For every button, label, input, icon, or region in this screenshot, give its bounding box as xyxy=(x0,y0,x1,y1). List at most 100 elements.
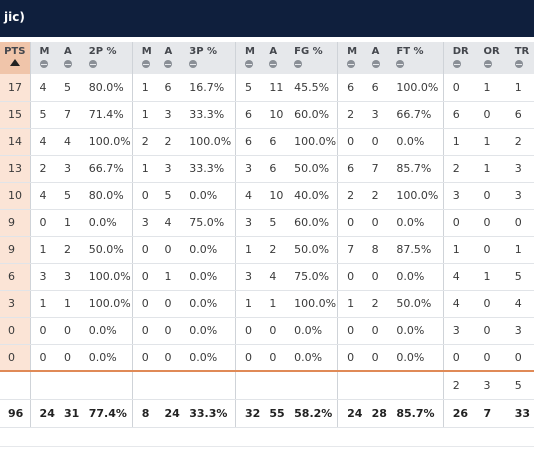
cell: 14 xyxy=(0,128,31,156)
col-header-tr[interactable]: TR xyxy=(505,42,534,74)
cell: 66.7% xyxy=(387,101,444,129)
cell: 50.0% xyxy=(387,290,444,318)
cell: 0 xyxy=(362,317,388,345)
col-header-a[interactable]: A xyxy=(362,42,388,74)
col-header-dr[interactable]: DR xyxy=(442,42,475,74)
cell: 33.3% xyxy=(180,155,236,183)
sort-icon[interactable] xyxy=(88,60,97,68)
cell: 0.0% xyxy=(180,344,236,372)
cell: 0 xyxy=(474,236,506,264)
cell: 100.0% xyxy=(285,128,338,156)
cell: 2 xyxy=(54,236,80,264)
cell: 0 xyxy=(337,317,363,345)
cell: 100.0% xyxy=(180,128,236,156)
sort-icon[interactable] xyxy=(269,60,278,68)
cell: 17 xyxy=(0,74,31,102)
col-header-2p[interactable]: 2P % xyxy=(79,42,133,74)
sort-icon[interactable] xyxy=(63,60,72,68)
sort-icon[interactable] xyxy=(244,60,253,68)
player-row: 9 1 2 50.0% 0 0 0.0% 1 2 50.0% 7 8 87.5% 1 0 1 xyxy=(0,236,534,264)
col-header-label: A xyxy=(371,46,380,57)
cell: 5 xyxy=(505,263,534,291)
sort-icon[interactable] xyxy=(371,60,380,68)
cell xyxy=(54,370,80,400)
cell: 85.7% xyxy=(387,399,444,428)
sort-icon[interactable] xyxy=(189,60,198,68)
sort-icon[interactable] xyxy=(396,60,405,68)
cell: 3 xyxy=(505,317,534,345)
col-header-3p[interactable]: 3P % xyxy=(180,42,236,74)
cell: 1 xyxy=(442,236,475,264)
sort-icon[interactable] xyxy=(347,60,356,68)
cell: 2 xyxy=(442,155,475,183)
player-row: 0 0 0 0.0% 0 0 0.0% 0 0 0.0% 0 0 0.0% 0 0 0 xyxy=(0,344,534,372)
cell: 1 xyxy=(155,263,181,291)
cell: 0.0% xyxy=(387,344,444,372)
cell: 40.0% xyxy=(285,182,338,210)
cell: 3 xyxy=(234,263,261,291)
cell: 26 xyxy=(442,399,475,428)
col-header-m[interactable]: M xyxy=(131,42,156,74)
sort-icon[interactable] xyxy=(452,60,461,68)
cell: 3 xyxy=(54,155,80,183)
col-header-m[interactable]: M xyxy=(234,42,261,74)
cell: 1 xyxy=(474,155,506,183)
cell: 77.4% xyxy=(79,399,133,428)
cell: 0 xyxy=(29,317,55,345)
col-header-m[interactable]: M xyxy=(29,42,55,74)
sort-icon[interactable] xyxy=(294,60,303,68)
cell: 0 xyxy=(54,344,80,372)
cell: 11 xyxy=(260,74,286,102)
cell: 4 xyxy=(29,74,55,102)
sort-icon[interactable] xyxy=(164,60,173,68)
col-header-m[interactable]: M xyxy=(337,42,363,74)
cell: 4 xyxy=(260,263,286,291)
sort-icon[interactable] xyxy=(483,60,492,68)
col-header-a[interactable]: A xyxy=(260,42,286,74)
cell xyxy=(155,370,181,400)
cell: 96 xyxy=(0,399,31,428)
cell: 0 xyxy=(54,317,80,345)
sort-icon[interactable] xyxy=(39,60,48,68)
cell: 7 xyxy=(337,236,363,264)
cell: 2 xyxy=(155,128,181,156)
col-header-or[interactable]: OR xyxy=(474,42,506,74)
col-header-label: M xyxy=(347,46,358,57)
col-header-a[interactable]: A xyxy=(155,42,181,74)
col-header-fg[interactable]: FG % xyxy=(285,42,338,74)
sort-ascending-icon[interactable] xyxy=(9,59,20,66)
cell: 0.0% xyxy=(79,317,133,345)
cell: 15 xyxy=(0,101,31,129)
cell: 75.0% xyxy=(180,209,236,237)
player-row: 10 4 5 80.0% 0 5 0.0% 4 10 40.0% 2 2 100.0% 3 0 3 xyxy=(0,182,534,210)
col-header-pts[interactable]: PTS xyxy=(0,42,31,74)
cell: 2 xyxy=(505,128,534,156)
cell: 2 xyxy=(260,236,286,264)
cell: 3 xyxy=(54,263,80,291)
col-header-a[interactable]: A xyxy=(54,42,80,74)
cell: 0 xyxy=(155,317,181,345)
cell: 4 xyxy=(29,128,55,156)
cell: 10 xyxy=(260,182,286,210)
cell: 6 xyxy=(0,263,31,291)
cell: 3 xyxy=(234,209,261,237)
player-row: 9 0 1 0.0% 3 4 75.0% 3 5 60.0% 0 0 0.0% 0 0 0 xyxy=(0,209,534,237)
cell: 6 xyxy=(234,128,261,156)
cell: 100.0% xyxy=(387,74,444,102)
cell: 3 xyxy=(442,182,475,210)
cell: 0 xyxy=(131,344,156,372)
cell xyxy=(285,370,338,400)
col-header-label: A xyxy=(164,46,173,57)
player-row: 0 0 0 0.0% 0 0 0.0% 0 0 0.0% 0 0 0.0% 3 0 3 xyxy=(0,317,534,345)
cell: 4 xyxy=(505,290,534,318)
cell: 6 xyxy=(442,101,475,129)
sort-icon[interactable] xyxy=(141,60,150,68)
sort-icon[interactable] xyxy=(514,60,523,68)
cell xyxy=(29,370,55,400)
col-header-ft[interactable]: FT % xyxy=(387,42,444,74)
cell: 6 xyxy=(337,155,363,183)
cell: 4 xyxy=(234,182,261,210)
cell: 3 xyxy=(505,182,534,210)
col-header-label: PTS xyxy=(4,46,26,57)
cell: 0.0% xyxy=(387,209,444,237)
